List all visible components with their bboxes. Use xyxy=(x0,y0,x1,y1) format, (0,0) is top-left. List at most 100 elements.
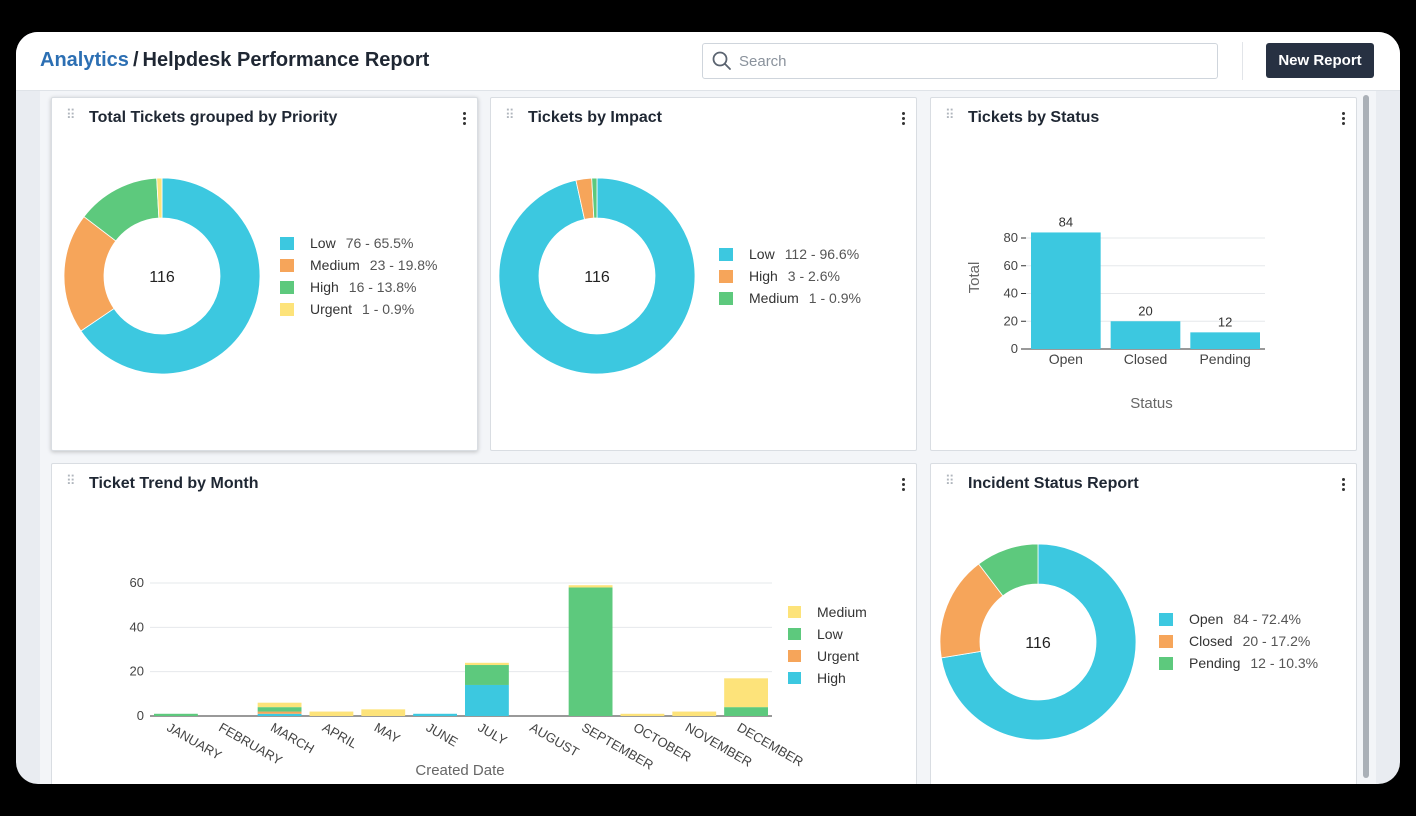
legend-value: 112 - 96.6% xyxy=(784,246,860,262)
legend-label: Open xyxy=(1189,611,1224,627)
legend-value: 20 - 17.2% xyxy=(1242,633,1311,649)
impact-donut-chart: 116 xyxy=(498,177,696,375)
y-tick-label: 40 xyxy=(1004,286,1018,301)
breadcrumb-separator: / xyxy=(132,49,139,71)
y-tick-label: 0 xyxy=(1011,341,1018,356)
bar-segment-medium[interactable] xyxy=(257,702,302,708)
breadcrumb-analytics-link[interactable]: Analytics xyxy=(40,49,129,71)
bar-segment-low[interactable] xyxy=(568,587,613,716)
bar-segment-high[interactable] xyxy=(413,713,457,716)
legend-swatch xyxy=(280,280,294,294)
bar-segment-high[interactable] xyxy=(257,713,302,716)
legend-swatch xyxy=(719,291,733,305)
bar-segment-high[interactable] xyxy=(465,684,509,716)
legend-item-urgent[interactable]: Urgent xyxy=(817,648,859,664)
drag-handle-icon[interactable]: ⠿ xyxy=(66,473,75,488)
legend-item-open[interactable]: Open 84 - 72.4% xyxy=(1159,608,1318,630)
x-tick-label: APRIL xyxy=(320,720,360,752)
donut-center-total: 116 xyxy=(1025,635,1051,652)
card-impact[interactable]: ⠿ Tickets by Impact 116 Low 112 - 96.6% Hi… xyxy=(490,97,917,451)
app-window: Analytics/Helpdesk Performance Report Ne… xyxy=(16,32,1400,784)
card-title: Ticket Trend by Month xyxy=(89,475,259,492)
more-options-icon[interactable] xyxy=(1337,110,1349,128)
legend-item-high[interactable]: High xyxy=(817,670,846,686)
bar-segment-medium[interactable] xyxy=(672,711,717,716)
bar-open[interactable] xyxy=(1031,232,1101,349)
legend-label: Low xyxy=(310,235,336,251)
card-trend[interactable]: ⠿ Ticket Trend by Month 0 20 40 60 JANUARY FE… xyxy=(51,463,917,784)
bar-segment-medium[interactable] xyxy=(465,662,509,666)
more-options-icon[interactable] xyxy=(458,110,470,128)
legend-item-low[interactable]: Low xyxy=(817,626,844,642)
scrollbar-thumb[interactable] xyxy=(1363,95,1369,778)
legend-item-medium[interactable]: Medium xyxy=(817,604,867,620)
bar-segment-urgent[interactable] xyxy=(257,711,302,714)
breadcrumb: Analytics / Helpdesk Performance Report xyxy=(40,49,429,72)
bar-value-label: 20 xyxy=(1138,303,1152,318)
legend-item-low[interactable]: Low 112 - 96.6% xyxy=(719,243,861,265)
x-tick-label: Pending xyxy=(1199,351,1250,367)
legend-label: Medium xyxy=(310,257,360,273)
drag-handle-icon[interactable]: ⠿ xyxy=(505,107,514,122)
bar-segment-low[interactable] xyxy=(724,707,768,716)
legend-item-urgent[interactable]: Urgent 1 - 0.9% xyxy=(280,298,438,320)
legend-label: High xyxy=(749,268,778,284)
y-axis-title: Total xyxy=(966,262,983,294)
search-input[interactable] xyxy=(737,48,1201,74)
legend-item-high[interactable]: High 16 - 13.8% xyxy=(280,276,438,298)
bar-segment-medium[interactable] xyxy=(568,585,613,588)
card-title: Total Tickets grouped by Priority xyxy=(89,109,338,126)
bar-segment-medium[interactable] xyxy=(724,678,768,708)
bar-segment-low[interactable] xyxy=(257,707,302,712)
bar-segment-low[interactable] xyxy=(154,713,198,716)
new-report-button[interactable]: New Report xyxy=(1266,43,1374,78)
x-tick-label: JANUARY xyxy=(164,720,224,763)
donut-slice-medium[interactable] xyxy=(591,177,598,219)
search-box[interactable] xyxy=(702,43,1218,79)
donut-center-total: 116 xyxy=(584,269,610,286)
donut-slice-urgent[interactable] xyxy=(156,177,163,219)
legend-item-pending[interactable]: Pending 12 - 10.3% xyxy=(1159,652,1318,674)
bar-segment-low[interactable] xyxy=(465,665,509,685)
legend-swatch xyxy=(788,606,801,618)
bar-pending[interactable] xyxy=(1190,332,1260,349)
legend-swatch xyxy=(719,247,733,261)
donut-slice-pending[interactable] xyxy=(978,543,1039,597)
y-tick-label: 60 xyxy=(130,575,144,590)
bar-segment-medium[interactable] xyxy=(309,711,354,716)
drag-handle-icon[interactable]: ⠿ xyxy=(66,107,75,122)
more-options-icon[interactable] xyxy=(1337,476,1349,494)
header-divider xyxy=(1242,42,1243,80)
more-options-icon[interactable] xyxy=(897,110,909,128)
card-incident[interactable]: ⠿ Incident Status Report 116 Open 84 - 72… xyxy=(930,463,1357,784)
priority-donut-chart: 116 xyxy=(63,177,261,375)
legend-swatch xyxy=(788,672,801,684)
x-tick-label: Open xyxy=(1049,351,1083,367)
donut-slice-open[interactable] xyxy=(940,543,1137,741)
legend-item-medium[interactable]: Medium 23 - 19.8% xyxy=(280,254,438,276)
bar-closed[interactable] xyxy=(1110,321,1181,349)
bar-segment-medium[interactable] xyxy=(620,713,665,716)
status-bar-chart: 0 20 40 60 80 84 Open 20 Closed 12 Pending Status To… xyxy=(966,214,1265,412)
legend-item-low[interactable]: Low 76 - 65.5% xyxy=(280,232,438,254)
card-status[interactable]: ⠿ Tickets by Status 0 20 40 60 80 84 Open 20 Clo… xyxy=(930,97,1357,451)
legend-label: High xyxy=(310,279,339,295)
card-title: Tickets by Impact xyxy=(528,109,662,126)
donut-slice-low[interactable] xyxy=(498,177,696,375)
y-tick-label: 0 xyxy=(137,708,144,723)
bar-segment-medium[interactable] xyxy=(361,709,406,716)
x-tick-label: JUNE xyxy=(424,720,461,750)
drag-handle-icon[interactable]: ⠿ xyxy=(945,107,954,122)
legend-item-closed[interactable]: Closed 20 - 17.2% xyxy=(1159,630,1318,652)
scrollbar-track[interactable] xyxy=(1366,91,1376,784)
incident-donut-chart: 116 xyxy=(939,543,1137,741)
legend-item-medium[interactable]: Medium 1 - 0.9% xyxy=(719,287,861,309)
donut-slice-low[interactable] xyxy=(80,177,261,375)
drag-handle-icon[interactable]: ⠿ xyxy=(945,473,954,488)
more-options-icon[interactable] xyxy=(897,476,909,494)
legend-value: 16 - 13.8% xyxy=(348,279,417,295)
card-priority[interactable]: ⠿ Total Tickets grouped by Priority 116 … xyxy=(51,97,478,451)
legend-item-high[interactable]: High 3 - 2.6% xyxy=(719,265,861,287)
top-header: Analytics/Helpdesk Performance Report Ne… xyxy=(16,32,1400,91)
